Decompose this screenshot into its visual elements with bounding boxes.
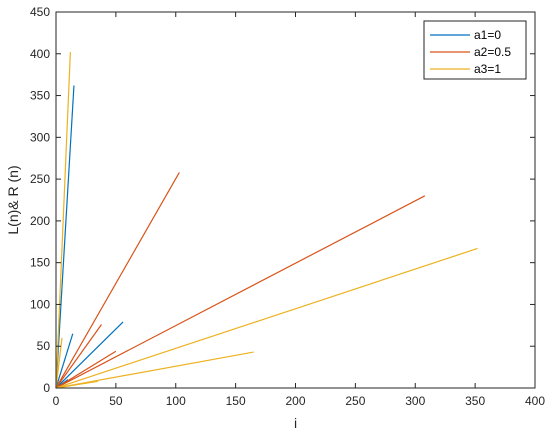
y-tick-label: 450 — [30, 5, 50, 19]
y-tick-label: 200 — [30, 214, 50, 228]
series-a2-0-5 — [55, 172, 426, 389]
series-line — [55, 52, 71, 389]
x-tick-label: 300 — [405, 394, 425, 408]
series-line — [55, 351, 254, 389]
x-tick-label: 250 — [345, 394, 365, 408]
x-axis-ticks: 0 50 100 150 200 250 300 350 400 — [53, 12, 545, 408]
x-axis-label: i — [294, 415, 297, 431]
y-axis-ticks: 0 50 100 150 200 250 300 350 400 450 — [30, 5, 535, 395]
series-line — [55, 247, 478, 389]
series-line — [55, 333, 74, 389]
series-a3-1 — [55, 52, 478, 389]
legend-entry: a1=0 — [474, 28, 501, 42]
series-line — [55, 172, 180, 389]
series-line — [55, 195, 426, 389]
y-tick-label: 400 — [30, 47, 50, 61]
legend-entry: a3=1 — [474, 62, 501, 76]
y-axis-label: L(n)& R (n) — [5, 165, 21, 234]
x-tick-label: 150 — [226, 394, 246, 408]
y-tick-label: 250 — [30, 172, 50, 186]
y-tick-label: 50 — [37, 339, 51, 353]
y-tick-label: 0 — [43, 381, 50, 395]
y-tick-label: 300 — [30, 130, 50, 144]
x-tick-label: 200 — [285, 394, 305, 408]
series-layer — [55, 52, 478, 389]
series-line — [55, 85, 75, 389]
series-line — [55, 324, 102, 389]
y-tick-label: 150 — [30, 256, 50, 270]
legend: a1=0 a2=0.5 a3=1 — [423, 20, 527, 80]
x-tick-label: 100 — [166, 394, 186, 408]
y-tick-label: 350 — [30, 89, 50, 103]
series-line — [55, 350, 117, 389]
series-line — [55, 380, 99, 389]
x-tick-label: 400 — [525, 394, 545, 408]
x-tick-label: 350 — [465, 394, 485, 408]
legend-entry: a2=0.5 — [474, 45, 511, 59]
x-tick-label: 0 — [53, 394, 60, 408]
y-tick-label: 100 — [30, 297, 50, 311]
x-tick-label: 50 — [109, 394, 123, 408]
series-line — [55, 321, 124, 389]
